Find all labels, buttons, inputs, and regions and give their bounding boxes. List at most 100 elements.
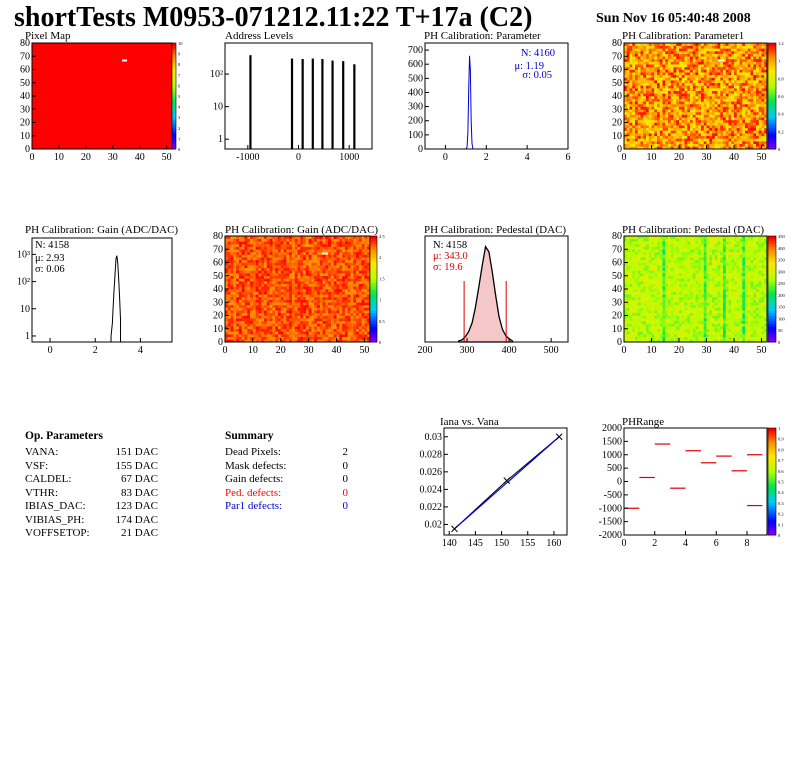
heatmap-cell — [286, 267, 290, 271]
heatmap-cell — [632, 138, 636, 142]
heatmap-cell — [714, 143, 718, 147]
heatmap-cell — [654, 267, 658, 271]
heatmap-cell — [709, 98, 713, 102]
heatmap-cell — [356, 328, 360, 332]
heatmap-cell — [264, 259, 268, 263]
heatmap-cell — [723, 64, 727, 68]
heatmap-cell — [264, 304, 268, 308]
heatmap-cell — [659, 85, 663, 89]
histogram-bar — [321, 59, 324, 149]
heatmap-cell — [244, 339, 248, 343]
heatmap-cell — [654, 111, 658, 115]
heatmap-cell — [673, 45, 677, 49]
heatmap-cell — [303, 267, 307, 271]
y-tick-label: 200 — [408, 116, 423, 127]
heatmap-cell — [692, 114, 696, 118]
heatmap-cell — [690, 85, 694, 89]
heatmap-cell — [679, 125, 683, 129]
heatmap-cell — [681, 69, 685, 73]
heatmap-cell — [681, 66, 685, 70]
heatmap-cell — [651, 106, 655, 110]
heatmap-cell — [367, 286, 371, 290]
heatmap-cell — [712, 85, 716, 89]
heatmap-cell — [637, 318, 641, 322]
heatmap-cell — [286, 328, 290, 332]
heatmap-cell — [764, 96, 768, 99]
heatmap-cell — [646, 251, 650, 255]
palette-swatch — [172, 61, 176, 65]
heatmap-cell — [742, 66, 746, 70]
heatmap-cell — [764, 119, 768, 123]
heatmap-cell — [314, 270, 318, 274]
heatmap-cell — [275, 310, 279, 314]
heatmap-cell — [706, 45, 710, 49]
heatmap-cell — [333, 291, 337, 295]
heatmap-cell — [637, 336, 641, 340]
heatmap-cell — [247, 243, 251, 247]
heatmap-cell — [646, 339, 650, 343]
heatmap-cell — [723, 61, 727, 65]
heatmap-cell — [637, 98, 641, 102]
heatmap-cell — [289, 320, 293, 324]
heatmap-cell — [244, 236, 248, 239]
heatmap-cell — [255, 315, 259, 319]
heatmap-cell — [291, 267, 296, 271]
heatmap-cell — [364, 278, 368, 282]
heatmap-cell — [673, 101, 677, 105]
heatmap-cell — [654, 278, 658, 282]
heatmap-cell — [330, 283, 335, 287]
heatmap-cell — [353, 265, 357, 269]
heatmap-cell — [725, 80, 729, 84]
heatmap-cell — [297, 259, 301, 263]
heatmap-cell — [264, 339, 268, 343]
heatmap-cell — [712, 130, 716, 134]
heatmap-cell — [635, 146, 639, 150]
heatmap-cell — [629, 90, 633, 94]
heatmap-cell — [673, 127, 677, 131]
heatmap-cell — [698, 58, 702, 62]
y-tick-label: 20 — [612, 118, 622, 129]
heatmap-cell — [648, 257, 652, 261]
heatmap-cell — [252, 251, 256, 255]
heatmap-cell — [692, 143, 696, 147]
heatmap-cell — [635, 80, 639, 84]
heatmap-cell — [701, 117, 705, 121]
heatmap-cell — [750, 114, 754, 118]
heatmap-cell — [339, 294, 343, 298]
heatmap-cell — [761, 138, 765, 142]
heatmap-cell — [679, 130, 683, 134]
heatmap-cell — [280, 254, 284, 258]
heatmap-cell — [286, 238, 290, 242]
heatmap-cell — [709, 96, 713, 99]
heatmap-cell — [731, 80, 735, 84]
heatmap-cell — [720, 45, 724, 49]
heatmap-cell — [673, 111, 677, 115]
heatmap-cell — [241, 326, 245, 330]
heatmap-cell — [333, 286, 337, 290]
heatmap-cell — [272, 336, 276, 340]
heatmap-cell — [227, 251, 231, 255]
heatmap-cell — [659, 74, 663, 78]
heatmap-cell — [758, 130, 762, 134]
heatmap-cell — [626, 98, 630, 102]
heatmap-cell — [731, 88, 735, 91]
heatmap-cell — [640, 291, 644, 295]
heatmap-cell — [668, 125, 672, 129]
heatmap-cell — [635, 299, 639, 303]
y-tick-label: 50 — [20, 78, 30, 89]
heatmap-cell — [364, 294, 368, 298]
heatmap-cell — [252, 238, 256, 242]
heatmap-cell — [635, 53, 639, 57]
heatmap-cell — [742, 72, 746, 76]
heatmap-cell — [709, 85, 713, 89]
heatmap-cell — [654, 45, 658, 49]
heatmap-cell — [676, 43, 680, 46]
heatmap-cell — [668, 74, 672, 78]
heatmap-cell — [227, 294, 231, 298]
heatmap-cell — [261, 315, 265, 319]
heatmap-cell — [731, 130, 735, 134]
heatmap-cell — [654, 249, 658, 253]
heatmap-cell — [367, 262, 371, 266]
heatmap-cell — [657, 58, 661, 62]
heatmap-cell — [269, 281, 273, 284]
